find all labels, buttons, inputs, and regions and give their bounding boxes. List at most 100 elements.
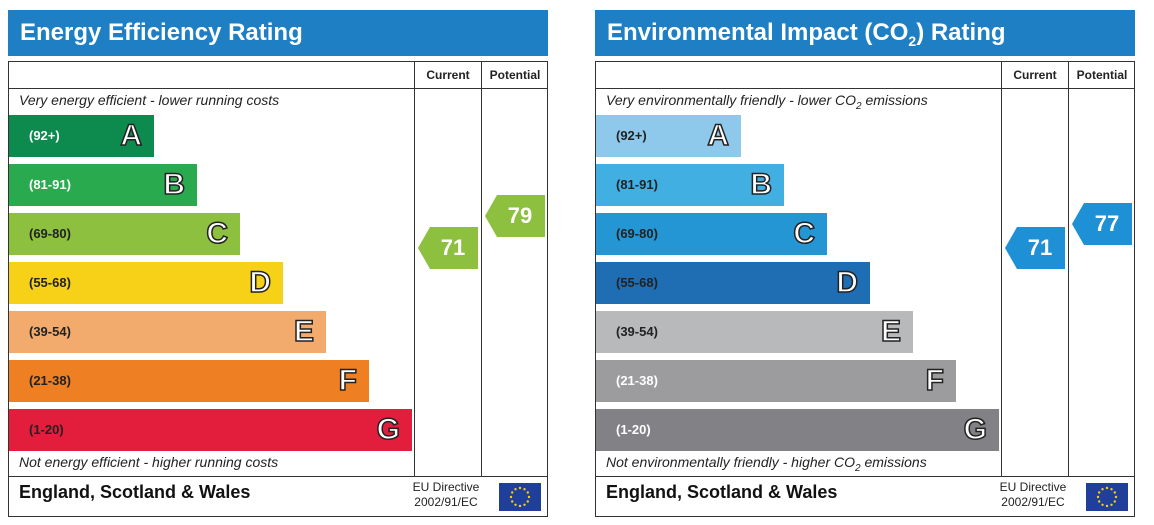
current-rating-value: 71 xyxy=(440,235,466,261)
band-letter-label: D xyxy=(249,265,272,300)
band-range-label: (69-80) xyxy=(29,226,71,241)
environment-chart-box: Current Potential Very environmentally f… xyxy=(595,61,1135,517)
current-column-header: Current xyxy=(1013,68,1057,82)
rating-band-f: (21-38) F xyxy=(9,360,369,402)
eu-star xyxy=(523,488,526,491)
eu-star xyxy=(1101,503,1104,506)
band-letter-label: B xyxy=(750,167,773,202)
eu-star xyxy=(1096,495,1100,499)
current-arrow-shape xyxy=(1005,227,1065,270)
rating-band-b: (81-91) B xyxy=(596,164,784,206)
top-note-text: Very environmentally friendly - lower CO xyxy=(606,92,857,108)
rating-band-e: (39-54) E xyxy=(596,311,913,353)
rating-band-g: (1-20) G xyxy=(596,409,999,451)
eu-star xyxy=(526,500,529,503)
band-letter-label: F xyxy=(338,363,358,398)
band-range-label: (55-68) xyxy=(616,275,658,290)
eu-directive: EU Directive 2002/91/EC xyxy=(403,480,489,510)
eu-star xyxy=(1114,495,1118,499)
eu-star xyxy=(1105,486,1109,490)
environment-title-end: ) Rating xyxy=(916,19,1006,46)
footer-divider xyxy=(596,476,1134,477)
bottom-note: Not energy efficient - higher running co… xyxy=(19,454,279,470)
potential-rating-value: 79 xyxy=(507,202,533,228)
eu-flag-icon xyxy=(499,483,541,511)
environmental-impact-panel: Environmental Impact (CO2) Rating Curren… xyxy=(595,10,1135,517)
band-range-label: (21-38) xyxy=(616,373,658,388)
directive-line2: 2002/91/EC xyxy=(1001,495,1065,509)
rating-band-a: (92+) A xyxy=(596,115,741,157)
eu-star xyxy=(527,495,531,499)
bottom-note-end: emissions xyxy=(860,454,927,470)
rating-band-c: (69-80) C xyxy=(9,213,240,255)
directive-line1: EU Directive xyxy=(999,480,1067,494)
bottom-note-text: Not environmentally friendly - higher CO xyxy=(606,454,855,470)
rating-band-b: (81-91) B xyxy=(9,164,197,206)
band-range-label: (81-91) xyxy=(616,177,658,192)
band-range-label: (81-91) xyxy=(29,177,71,192)
potential-arrow-shape xyxy=(485,194,545,237)
band-letter-label: F xyxy=(925,363,945,398)
band-letter-label: G xyxy=(963,412,988,447)
environment-title-sub: 2 xyxy=(908,32,917,49)
band-range-label: (39-54) xyxy=(616,324,658,339)
top-note: Very environmentally friendly - lower CO… xyxy=(606,92,928,112)
rating-band-f: (21-38) F xyxy=(596,360,956,402)
current-rating-indicator: 71 xyxy=(1005,227,1065,270)
eu-star xyxy=(523,503,526,506)
column-divider xyxy=(481,62,482,476)
eu-star xyxy=(518,504,522,508)
eu-star xyxy=(1113,500,1116,503)
eu-star xyxy=(1110,488,1113,491)
potential-arrow-shape xyxy=(1072,202,1132,245)
eu-directive: EU Directive 2002/91/EC xyxy=(990,480,1076,510)
band-range-label: (1-20) xyxy=(616,422,651,437)
band-range-label: (92+) xyxy=(29,128,60,143)
top-note: Very energy efficient - lower running co… xyxy=(19,92,280,108)
bottom-note: Not environmentally friendly - higher CO… xyxy=(606,454,927,474)
band-range-label: (92+) xyxy=(616,128,647,143)
rating-band-d: (55-68) D xyxy=(596,262,870,304)
band-letter-label: D xyxy=(836,265,859,300)
eu-star xyxy=(1101,488,1104,491)
column-divider xyxy=(1068,62,1069,476)
eu-star xyxy=(509,495,513,499)
country-label: England, Scotland & Wales xyxy=(19,482,251,502)
top-note-end: emissions xyxy=(861,92,928,108)
band-letter-label: C xyxy=(793,216,816,251)
directive-line1: EU Directive xyxy=(412,480,480,494)
rating-band-a: (92+) A xyxy=(9,115,154,157)
environment-title: Environmental Impact (CO2) Rating xyxy=(595,10,1135,56)
header-divider xyxy=(9,88,547,89)
eu-star xyxy=(1098,500,1101,503)
eu-star xyxy=(1105,504,1109,508)
eu-star xyxy=(1098,491,1101,494)
band-range-label: (1-20) xyxy=(29,422,64,437)
rating-band-g: (1-20) G xyxy=(9,409,412,451)
eu-star xyxy=(511,500,514,503)
potential-rating-value: 77 xyxy=(1094,210,1120,236)
band-letter-label: G xyxy=(376,412,401,447)
top-note-sub: 2 xyxy=(856,100,862,112)
current-arrow-shape xyxy=(418,227,478,270)
band-letter-label: A xyxy=(120,118,143,153)
environment-title-text: Environmental Impact (CO xyxy=(607,19,909,46)
eu-flag-icon xyxy=(1086,483,1128,511)
potential-rating-indicator: 79 xyxy=(485,194,545,237)
band-letter-label: C xyxy=(206,216,229,251)
rating-band-c: (69-80) C xyxy=(596,213,827,255)
directive-line2: 2002/91/EC xyxy=(414,495,478,509)
bottom-note-sub: 2 xyxy=(855,462,861,474)
current-rating-value: 71 xyxy=(1027,235,1053,261)
rating-band-e: (39-54) E xyxy=(9,311,326,353)
potential-rating-indicator: 77 xyxy=(1072,202,1132,245)
eu-star xyxy=(1113,491,1116,494)
eu-star xyxy=(518,486,522,490)
column-divider xyxy=(1001,62,1002,476)
current-column-header: Current xyxy=(426,68,470,82)
energy-efficiency-panel: Energy Efficiency Rating Current Potenti… xyxy=(8,10,548,517)
band-range-label: (55-68) xyxy=(29,275,71,290)
potential-column-header: Potential xyxy=(489,68,541,82)
current-rating-indicator: 71 xyxy=(418,227,478,270)
band-letter-label: B xyxy=(163,167,186,202)
